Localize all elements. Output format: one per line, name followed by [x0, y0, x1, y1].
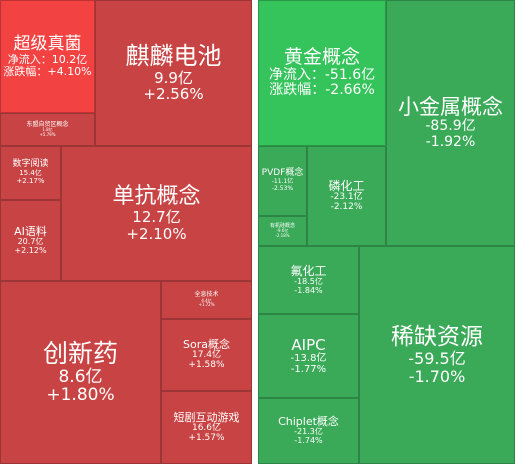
tile[interactable]: 稀缺资源 -59.5亿 -1.70% — [359, 246, 515, 464]
tile-name: 超级真菌 — [13, 34, 82, 55]
tile[interactable]: AI语料 20.7亿 +2.12% — [0, 200, 61, 281]
tile-name: 小金属概念 — [398, 95, 503, 120]
tile-flow: 20.7亿 — [17, 236, 44, 246]
tile[interactable]: 创新药 8.6亿 +1.80% — [0, 281, 161, 464]
tile-name: Sora概念 — [183, 338, 230, 352]
tile-change: +2.17% — [16, 176, 45, 185]
tile-change: -1.74% — [294, 436, 323, 446]
tile[interactable]: 全息技术 4.4亿 +1.72% — [161, 281, 252, 319]
tile-change: +2.12% — [14, 245, 47, 255]
tile-change: +2.56% — [143, 85, 204, 104]
tile-change: +5.79% — [39, 131, 56, 137]
tile[interactable]: 有机硅概念 -9.6亿 -2.18% — [258, 216, 307, 246]
tile-flow: -85.9亿 — [425, 118, 476, 135]
tile[interactable]: 短剧互动游戏 16.6亿 +1.57% — [161, 391, 252, 464]
tile-name: 有机硅概念 — [269, 222, 295, 229]
tile-change: +2.10% — [126, 224, 187, 243]
tile-change: +1.57% — [188, 432, 225, 443]
tile-name: Chiplet概念 — [278, 415, 339, 429]
tile-flow: 净流入：10.2亿 — [7, 52, 88, 66]
tile-name: 创新药 — [42, 339, 118, 369]
tile[interactable]: Chiplet概念 -21.3亿 -1.74% — [258, 398, 359, 464]
tile-change: +1.80% — [46, 385, 115, 406]
tile-flow: 4.4亿 — [201, 297, 212, 303]
tile-change: -2.53% — [271, 184, 294, 192]
tile-change: 涨跌幅：+4.10% — [3, 64, 92, 78]
tile-change: -1.84% — [294, 285, 323, 295]
tile[interactable]: Sora概念 17.4亿 +1.58% — [161, 319, 252, 391]
tile-name: 单抗概念 — [112, 183, 201, 209]
tile-flow: -11.1亿 — [271, 178, 294, 186]
tile[interactable]: 黄金概念 净流入：-51.6亿 涨跌幅：-2.66% — [258, 0, 386, 146]
tile-name: 全息技术 — [194, 291, 219, 299]
tile[interactable]: 超级真菌 净流入：10.2亿 涨跌幅：+4.10% — [0, 0, 95, 113]
tile-name: 稀缺资源 — [391, 323, 483, 350]
tile-name: AIPC — [291, 335, 326, 354]
tile-flow: -13.8亿 — [290, 353, 327, 365]
tile[interactable]: 单抗概念 12.7亿 +2.10% — [61, 146, 252, 281]
tile-flow: 16.6亿 — [191, 422, 222, 433]
tile[interactable]: PVDF概念 -11.1亿 -2.53% — [258, 146, 307, 216]
tile[interactable]: 氟化工 -18.5亿 -1.84% — [258, 246, 359, 314]
tile-name: 磷化工 — [328, 178, 365, 193]
tile-flow: -21.3亿 — [294, 427, 323, 437]
tile-name: 数字阅读 — [12, 159, 49, 170]
tile-flow: -18.5亿 — [294, 276, 323, 286]
tile-name: 东盟自贸区概念 — [26, 120, 69, 128]
tile-flow: -59.5亿 — [408, 349, 466, 369]
tile-change: -2.12% — [330, 201, 363, 212]
tile-flow: 1.8亿 — [42, 127, 53, 133]
tile[interactable]: 数字阅读 15.4亿 +2.17% — [0, 146, 61, 200]
tile-flow: 9.9亿 — [154, 68, 193, 87]
tile-change: -1.70% — [408, 366, 466, 386]
tile[interactable]: AIPC -13.8亿 -1.77% — [258, 314, 359, 398]
tile[interactable]: 小金属概念 -85.9亿 -1.92% — [386, 0, 515, 246]
tile-name: 麒麟电池 — [125, 42, 222, 71]
tile-change: +1.72% — [198, 302, 215, 308]
tile-flow: 8.6亿 — [58, 366, 103, 387]
tile-name: 氟化工 — [290, 263, 327, 278]
tile-flow: 17.4亿 — [191, 350, 222, 361]
tile-flow: 12.7亿 — [132, 208, 181, 227]
tile[interactable]: 麒麟电池 9.9亿 +2.56% — [95, 0, 252, 146]
tile-flow: 净流入：-51.6亿 — [268, 67, 376, 84]
tile-name: 黄金概念 — [283, 46, 360, 69]
tile-flow: -9.6亿 — [276, 228, 289, 234]
tile-change: 涨跌幅：-2.66% — [269, 82, 375, 99]
tile-name: AI语料 — [14, 224, 47, 238]
tile[interactable]: 磷化工 -23.1亿 -2.12% — [307, 146, 386, 246]
tile-change: +1.58% — [188, 360, 225, 371]
divider — [252, 0, 258, 464]
tile-change: -1.92% — [425, 133, 476, 150]
tile-change: -1.77% — [290, 364, 327, 376]
tile-name: 短剧互动游戏 — [173, 410, 240, 424]
tile-name: PVDF概念 — [261, 168, 304, 179]
tile[interactable]: 东盟自贸区概念 1.8亿 +5.79% — [0, 113, 95, 146]
tile-flow: 15.4亿 — [19, 169, 42, 178]
tile-change: -2.18% — [275, 232, 290, 238]
tile-flow: -23.1亿 — [330, 191, 363, 202]
